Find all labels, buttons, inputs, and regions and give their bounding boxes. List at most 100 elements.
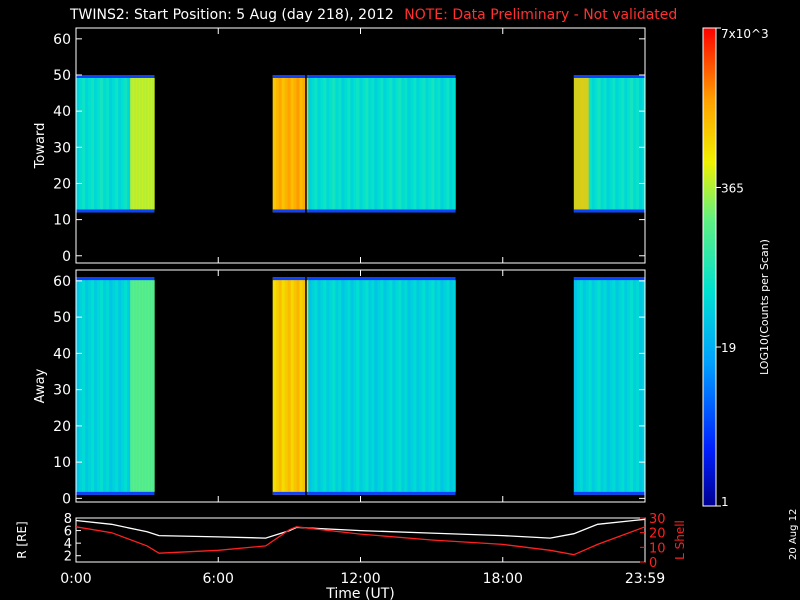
toward-stripe bbox=[112, 78, 116, 210]
away-ytick-label: 20 bbox=[53, 419, 71, 435]
toward-stripe bbox=[82, 78, 86, 210]
toward-segment-top-edge bbox=[272, 75, 309, 78]
away-stripe bbox=[341, 280, 345, 492]
away-segment bbox=[272, 277, 309, 495]
toward-segment bbox=[272, 75, 309, 213]
away-stripe bbox=[582, 280, 587, 492]
toward-stripe bbox=[91, 78, 95, 210]
toward-stripe bbox=[398, 78, 402, 210]
lshell-line bbox=[75, 526, 646, 556]
xtick-label: 6:00 bbox=[203, 571, 234, 587]
away-stripe bbox=[618, 280, 622, 492]
away-stripe bbox=[395, 280, 399, 492]
toward-stripe bbox=[579, 78, 584, 210]
away-stripe bbox=[293, 280, 297, 492]
away-stripe bbox=[151, 280, 155, 492]
toward-stripe bbox=[76, 78, 80, 210]
toward-stripe bbox=[452, 78, 456, 210]
toward-panel: 0 10 20 30 40 50 60 Toward bbox=[33, 27, 646, 265]
toward-stripe bbox=[573, 78, 578, 210]
away-stripe bbox=[314, 280, 318, 492]
toward-stripe bbox=[103, 78, 107, 210]
away-stripe bbox=[591, 280, 596, 492]
toward-stripe bbox=[317, 78, 321, 210]
toward-stripe bbox=[639, 78, 643, 210]
toward-stripe bbox=[115, 78, 119, 210]
toward-stripe bbox=[422, 78, 426, 210]
toward-stripe bbox=[431, 78, 435, 210]
colorbar-scale bbox=[702, 27, 717, 507]
away-segment-bottom-edge bbox=[76, 491, 155, 495]
xtick-label: 18:00 bbox=[483, 571, 523, 587]
away-stripe bbox=[142, 280, 146, 492]
chart-title: TWINS2: Start Position: 5 Aug (day 218),… bbox=[70, 7, 677, 23]
away-stripe bbox=[121, 280, 125, 492]
away-stripe bbox=[419, 280, 423, 492]
away-stripe bbox=[636, 280, 640, 492]
toward-stripe bbox=[133, 78, 137, 210]
away-stripe bbox=[407, 280, 411, 492]
away-stripe bbox=[389, 280, 393, 492]
toward-stripe bbox=[151, 78, 155, 210]
toward-stripe bbox=[585, 78, 590, 210]
toward-stripe bbox=[118, 78, 122, 210]
away-stripe bbox=[290, 280, 295, 492]
away-stripe bbox=[296, 280, 300, 492]
toward-ytick-label: 30 bbox=[53, 140, 71, 156]
toward-stripe bbox=[627, 78, 631, 210]
toward-stripe bbox=[100, 78, 104, 210]
title-main: TWINS2: Start Position: 5 Aug (day 218),… bbox=[70, 7, 394, 23]
away-stripe bbox=[326, 280, 330, 492]
orbit-ytick-left-label: 8 bbox=[64, 512, 72, 527]
away-stripe bbox=[148, 280, 152, 492]
away-stripe bbox=[94, 280, 98, 492]
away-stripe bbox=[422, 280, 426, 492]
away-ytick-label: 50 bbox=[53, 310, 71, 326]
away-stripe bbox=[392, 280, 396, 492]
toward-stripe bbox=[416, 78, 420, 210]
toward-stripe bbox=[410, 78, 414, 210]
away-stripe bbox=[416, 280, 420, 492]
away-stripe bbox=[434, 280, 438, 492]
away-stripe bbox=[308, 280, 312, 492]
orbit-frame bbox=[75, 517, 646, 563]
away-stripe bbox=[275, 280, 280, 492]
toward-stripe bbox=[130, 78, 134, 210]
away-segment-top-edge bbox=[573, 277, 645, 281]
away-segment-top-edge bbox=[76, 277, 155, 281]
toward-stripe bbox=[603, 78, 607, 210]
toward-stripe bbox=[281, 78, 286, 210]
away-panel: 0 10 20 30 40 50 60 Away bbox=[33, 269, 646, 507]
away-stripe bbox=[329, 280, 333, 492]
away-stripe bbox=[136, 280, 140, 492]
toward-stripe bbox=[413, 78, 417, 210]
away-stripe bbox=[350, 280, 354, 492]
away-stripe bbox=[281, 280, 286, 492]
toward-stripe bbox=[371, 78, 375, 210]
colorbar-label: LOG10(Counts per Scan) bbox=[758, 239, 771, 375]
toward-stripe bbox=[365, 78, 369, 210]
away-segment bbox=[76, 277, 155, 495]
orbit-ylabel-right: L Shell bbox=[673, 520, 687, 560]
toward-segment-top-edge bbox=[76, 75, 155, 78]
away-segment bbox=[308, 277, 456, 495]
toward-stripe bbox=[428, 78, 432, 210]
away-stripe bbox=[76, 280, 80, 492]
away-stripe bbox=[145, 280, 149, 492]
title-note: NOTE: Data Preliminary - Not validated bbox=[404, 7, 678, 23]
toward-segment bbox=[308, 75, 456, 213]
toward-segment-bottom-edge bbox=[308, 209, 456, 213]
away-stripe bbox=[133, 280, 137, 492]
toward-stripe bbox=[449, 78, 453, 210]
away-stripe bbox=[79, 280, 83, 492]
orbit-ytick-right-label: 0 bbox=[649, 556, 657, 571]
away-stripe bbox=[338, 280, 342, 492]
toward-stripe bbox=[85, 78, 89, 210]
away-stripe bbox=[452, 280, 456, 492]
away-stripe bbox=[100, 280, 104, 492]
toward-segment-bottom-edge bbox=[76, 209, 155, 213]
away-stripe bbox=[115, 280, 119, 492]
away-stripe bbox=[365, 280, 369, 492]
away-stripe bbox=[401, 280, 405, 492]
